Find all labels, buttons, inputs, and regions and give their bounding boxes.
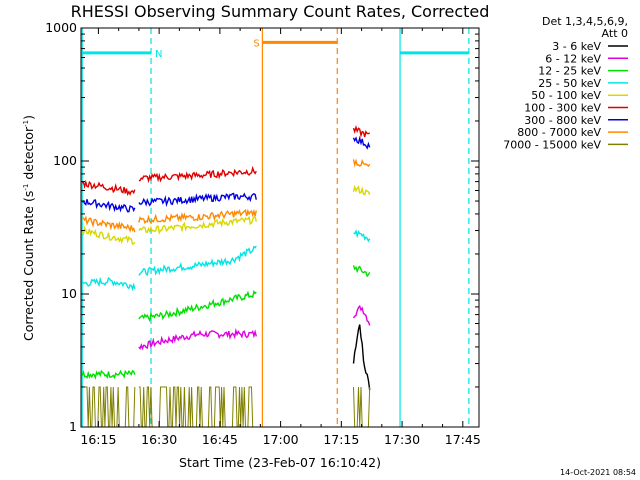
y-tick-label-1: 10 — [61, 286, 77, 301]
legend-header-1: Det 1,3,4,5,6,9, — [542, 15, 628, 28]
legend-label-6: 300 - 800 keV — [524, 114, 601, 127]
series-3-segment-0 — [81, 276, 136, 292]
legend-label-2: 12 - 25 keV — [538, 65, 601, 78]
legend-label-5: 100 - 300 keV — [524, 102, 601, 115]
series-2-segment-2 — [352, 265, 371, 278]
x-tick-label-5: 17:30 — [384, 432, 420, 447]
series-1 — [138, 304, 371, 351]
series-6-segment-0 — [81, 199, 136, 213]
annotation-label-0: N — [155, 49, 162, 60]
series-1-segment-0 — [138, 327, 257, 351]
y-tick-label-3: 1000 — [45, 20, 77, 35]
y-axis-label-mid: detector — [21, 126, 36, 184]
legend-label-1: 6 - 12 keV — [545, 52, 601, 65]
series-0-segment-0 — [352, 324, 371, 391]
y-axis-label-main: Corrected Count Rate (s — [21, 191, 36, 341]
series-8-segment-1 — [138, 386, 257, 428]
legend-label-7: 800 - 7000 keV — [517, 126, 601, 139]
series-7-segment-1 — [138, 208, 257, 225]
x-tick-label-1: 16:30 — [141, 432, 177, 447]
axes: 16:15 16:30 16:45 17:00 17:15 17:30 17:45 1 10 10… — [45, 20, 481, 447]
legend-label-4: 50 - 100 keV — [531, 89, 601, 102]
series-4-segment-0 — [81, 225, 136, 246]
chart-title: RHESSI Observing Summary Count Rates, Co… — [71, 2, 490, 21]
series-3 — [81, 229, 371, 292]
series-3-segment-1 — [138, 245, 257, 277]
y-tick-label-0: 1 — [69, 419, 77, 434]
x-tick-label-4: 17:15 — [323, 432, 359, 447]
x-tick-label-6: 17:45 — [445, 432, 481, 447]
series-6 — [81, 135, 371, 213]
series-1-segment-1 — [352, 304, 371, 326]
footer-timestamp: 14-Oct-2021 08:54 — [560, 468, 636, 477]
series-5-segment-2 — [352, 124, 371, 139]
series-2-segment-0 — [81, 369, 136, 380]
x-tick-label-3: 17:00 — [263, 432, 299, 447]
y-tick-label-2: 100 — [53, 153, 77, 168]
series-6-segment-2 — [352, 135, 371, 150]
series-5-segment-1 — [138, 165, 257, 184]
series-4-segment-2 — [352, 184, 371, 196]
x-tick-label-2: 16:45 — [202, 432, 238, 447]
plot-frame — [80, 27, 480, 428]
series-5 — [81, 124, 371, 197]
series-8 — [82, 386, 371, 428]
y-axis-label-end: ) — [21, 115, 36, 120]
legend-header-2: Att 0 — [602, 27, 628, 40]
series-6-segment-1 — [138, 192, 257, 208]
y-axis-label-sup1: -1 — [22, 184, 30, 191]
series-3-segment-2 — [353, 229, 371, 243]
series-2 — [81, 265, 371, 380]
x-tick-label-0: 16:15 — [80, 432, 116, 447]
legend-label-0: 3 - 6 keV — [552, 40, 601, 53]
legend-label-3: 25 - 50 keV — [538, 77, 601, 90]
series-5-segment-0 — [81, 179, 136, 197]
legend-label-8: 7000 - 15000 keV — [503, 138, 601, 151]
series-7 — [82, 158, 371, 233]
annotation-label-1: S — [253, 38, 259, 49]
series-7-segment-2 — [352, 158, 371, 168]
series-2-segment-1 — [138, 289, 257, 323]
series-7-segment-0 — [82, 215, 136, 233]
series-4-segment-1 — [138, 215, 257, 235]
y-axis-label: Corrected Count Rate (s-1 detector-1) — [21, 115, 36, 341]
y-axis-label-sup2: -1 — [22, 120, 30, 127]
series-8-segment-2 — [353, 386, 371, 428]
series-0 — [352, 324, 371, 391]
series-8-segment-0 — [82, 386, 136, 428]
plot-area: NS — [81, 28, 470, 428]
x-axis-label: Start Time (23-Feb-07 16:10:42) — [179, 455, 381, 470]
series-4 — [81, 184, 371, 246]
